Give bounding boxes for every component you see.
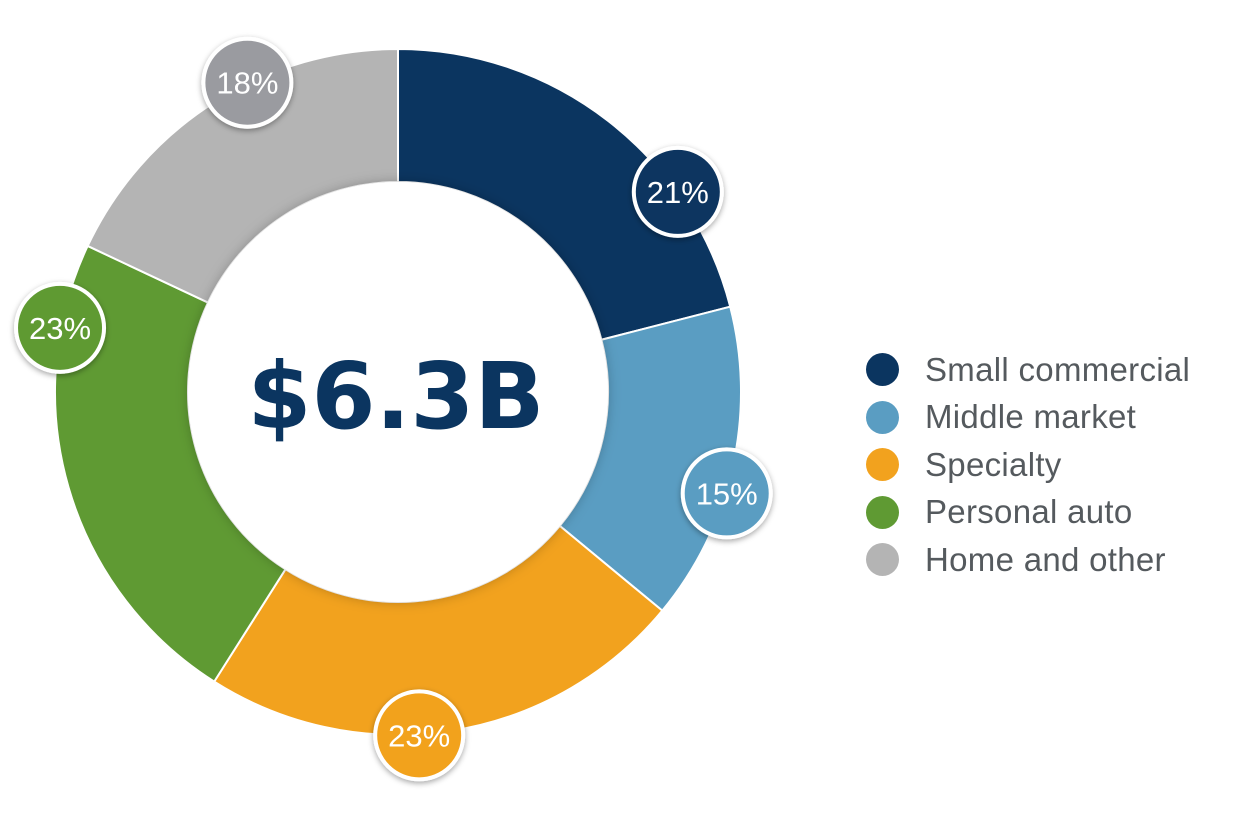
value-badge: 23% bbox=[14, 281, 107, 374]
value-badge-label: 23% bbox=[29, 311, 91, 346]
donut-hole bbox=[188, 182, 608, 602]
value-badge-label: 18% bbox=[216, 66, 278, 101]
legend-label: Specialty bbox=[925, 445, 1062, 483]
value-badge: 21% bbox=[631, 145, 724, 238]
value-badge-circle bbox=[373, 689, 466, 782]
value-badge-label: 23% bbox=[388, 718, 450, 753]
legend: Small commercial Middle market Specialty… bbox=[866, 346, 1190, 584]
value-badge-circle bbox=[631, 145, 724, 238]
legend-label: Small commercial bbox=[925, 350, 1191, 388]
legend-label: Home and other bbox=[925, 540, 1166, 578]
legend-label: Middle market bbox=[925, 398, 1137, 436]
value-badges: 21% 15% 23% 23% 18% bbox=[14, 36, 773, 782]
legend-swatch bbox=[866, 400, 899, 434]
legend-swatch bbox=[866, 495, 899, 529]
value-badge-label: 15% bbox=[696, 476, 758, 511]
value-badge: 23% bbox=[373, 689, 466, 782]
legend-swatch bbox=[866, 448, 899, 482]
value-badge: 18% bbox=[201, 36, 294, 129]
center-total-label: $6.3B bbox=[247, 343, 544, 450]
donut-slices bbox=[54, 47, 742, 736]
value-badge-circle bbox=[14, 281, 107, 374]
legend-swatch bbox=[866, 353, 899, 387]
legend-item: Home and other bbox=[866, 536, 1190, 584]
legend-item: Personal auto bbox=[866, 489, 1190, 537]
value-badge-circle bbox=[201, 36, 294, 129]
legend-item: Specialty bbox=[866, 441, 1190, 489]
legend-item: Small commercial bbox=[866, 346, 1190, 394]
legend-label: Personal auto bbox=[925, 493, 1133, 531]
value-badge-circle bbox=[680, 447, 773, 540]
legend-swatch bbox=[866, 543, 899, 577]
legend-item: Middle market bbox=[866, 394, 1190, 442]
value-badge: 15% bbox=[680, 447, 773, 540]
value-badge-label: 21% bbox=[647, 175, 709, 210]
